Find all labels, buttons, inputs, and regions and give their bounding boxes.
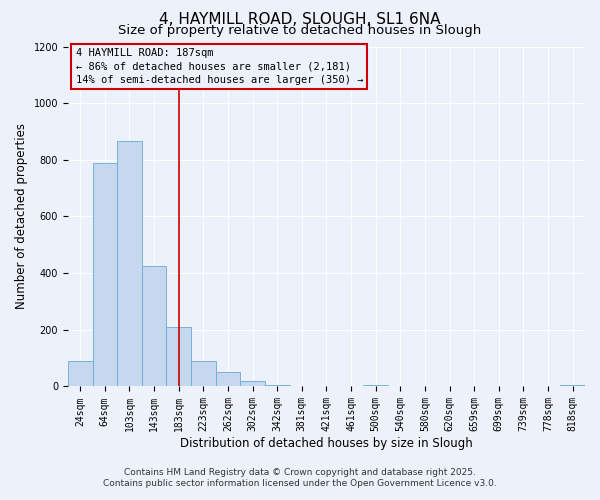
Bar xyxy=(560,385,585,386)
Bar xyxy=(215,372,240,386)
Y-axis label: Number of detached properties: Number of detached properties xyxy=(15,124,28,310)
Bar xyxy=(364,385,388,386)
Bar xyxy=(68,361,92,386)
Text: Size of property relative to detached houses in Slough: Size of property relative to detached ho… xyxy=(118,24,482,37)
Bar xyxy=(92,162,117,386)
Text: Contains HM Land Registry data © Crown copyright and database right 2025.
Contai: Contains HM Land Registry data © Crown c… xyxy=(103,468,497,487)
Bar xyxy=(166,327,191,386)
Bar xyxy=(191,361,215,386)
X-axis label: Distribution of detached houses by size in Slough: Distribution of detached houses by size … xyxy=(180,437,473,450)
Bar xyxy=(240,381,265,386)
Bar xyxy=(265,385,290,386)
Bar xyxy=(117,142,142,386)
Bar xyxy=(142,266,166,386)
Text: 4 HAYMILL ROAD: 187sqm
← 86% of detached houses are smaller (2,181)
14% of semi-: 4 HAYMILL ROAD: 187sqm ← 86% of detached… xyxy=(76,48,363,84)
Text: 4, HAYMILL ROAD, SLOUGH, SL1 6NA: 4, HAYMILL ROAD, SLOUGH, SL1 6NA xyxy=(159,12,441,28)
